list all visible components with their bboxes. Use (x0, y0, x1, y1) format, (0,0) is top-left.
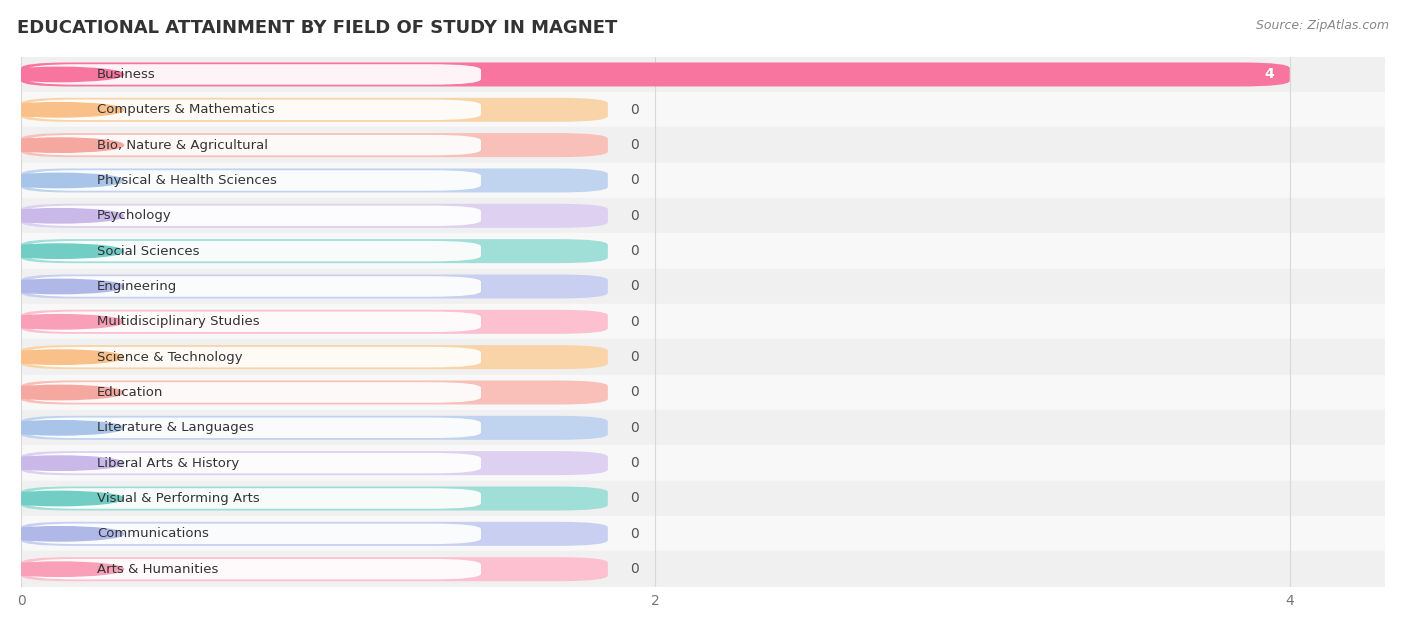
FancyBboxPatch shape (21, 168, 607, 192)
Bar (21, 516, 1385, 551)
Bar (21, 410, 1385, 445)
Text: 0: 0 (630, 174, 638, 187)
Text: 0: 0 (630, 315, 638, 329)
Text: 0: 0 (630, 456, 638, 470)
FancyBboxPatch shape (21, 204, 607, 228)
Circle shape (0, 244, 124, 258)
FancyBboxPatch shape (28, 100, 481, 120)
Text: Psychology: Psychology (97, 209, 172, 222)
FancyBboxPatch shape (21, 522, 607, 546)
FancyBboxPatch shape (21, 98, 607, 122)
Text: Bio, Nature & Agricultural: Bio, Nature & Agricultural (97, 139, 269, 151)
FancyBboxPatch shape (28, 135, 481, 155)
Text: Science & Technology: Science & Technology (97, 351, 243, 363)
Bar (21, 127, 1385, 163)
Text: EDUCATIONAL ATTAINMENT BY FIELD OF STUDY IN MAGNET: EDUCATIONAL ATTAINMENT BY FIELD OF STUDY… (17, 19, 617, 37)
FancyBboxPatch shape (28, 206, 481, 226)
FancyBboxPatch shape (21, 62, 1289, 86)
Circle shape (0, 527, 124, 541)
Text: 0: 0 (630, 244, 638, 258)
Circle shape (0, 350, 124, 364)
FancyBboxPatch shape (28, 418, 481, 438)
Text: Physical & Health Sciences: Physical & Health Sciences (97, 174, 277, 187)
Text: 0: 0 (630, 280, 638, 293)
Text: Computers & Mathematics: Computers & Mathematics (97, 103, 276, 116)
Text: 0: 0 (630, 421, 638, 435)
FancyBboxPatch shape (28, 312, 481, 332)
FancyBboxPatch shape (21, 274, 607, 298)
FancyBboxPatch shape (21, 239, 607, 263)
Circle shape (0, 68, 124, 81)
Text: 0: 0 (630, 527, 638, 541)
Text: Source: ZipAtlas.com: Source: ZipAtlas.com (1256, 19, 1389, 32)
Bar (21, 445, 1385, 481)
Text: Social Sciences: Social Sciences (97, 245, 200, 257)
Text: Multidisciplinary Studies: Multidisciplinary Studies (97, 316, 260, 328)
Circle shape (0, 421, 124, 435)
Circle shape (0, 492, 124, 505)
FancyBboxPatch shape (21, 416, 607, 440)
Circle shape (0, 315, 124, 329)
FancyBboxPatch shape (21, 380, 607, 404)
FancyBboxPatch shape (21, 345, 607, 369)
Text: Liberal Arts & History: Liberal Arts & History (97, 457, 239, 469)
Text: 0: 0 (630, 562, 638, 576)
Text: Arts & Humanities: Arts & Humanities (97, 563, 218, 575)
FancyBboxPatch shape (28, 488, 481, 509)
Bar (21, 269, 1385, 304)
Text: Visual & Performing Arts: Visual & Performing Arts (97, 492, 260, 505)
Text: Education: Education (97, 386, 163, 399)
Bar (21, 481, 1385, 516)
Bar (21, 304, 1385, 339)
Text: Literature & Languages: Literature & Languages (97, 422, 254, 434)
Bar (21, 198, 1385, 233)
Bar (21, 339, 1385, 375)
FancyBboxPatch shape (21, 133, 607, 157)
FancyBboxPatch shape (28, 382, 481, 403)
Bar (21, 57, 1385, 92)
FancyBboxPatch shape (28, 559, 481, 579)
FancyBboxPatch shape (28, 524, 481, 544)
FancyBboxPatch shape (28, 347, 481, 367)
Text: 0: 0 (630, 138, 638, 152)
Circle shape (0, 103, 124, 117)
Bar (21, 551, 1385, 587)
Bar (21, 163, 1385, 198)
Circle shape (0, 456, 124, 470)
Bar (21, 92, 1385, 127)
Text: 0: 0 (630, 492, 638, 505)
Bar (21, 233, 1385, 269)
Text: 4: 4 (1264, 68, 1274, 81)
Circle shape (0, 138, 124, 152)
FancyBboxPatch shape (21, 310, 607, 334)
FancyBboxPatch shape (28, 64, 481, 85)
FancyBboxPatch shape (21, 557, 607, 581)
Circle shape (0, 562, 124, 576)
Circle shape (0, 174, 124, 187)
Circle shape (0, 209, 124, 223)
Text: 0: 0 (630, 103, 638, 117)
Text: 0: 0 (630, 350, 638, 364)
FancyBboxPatch shape (21, 487, 607, 510)
Circle shape (0, 386, 124, 399)
Text: Business: Business (97, 68, 156, 81)
FancyBboxPatch shape (28, 453, 481, 473)
Bar (21, 375, 1385, 410)
FancyBboxPatch shape (21, 451, 607, 475)
Text: 0: 0 (630, 209, 638, 223)
Text: 0: 0 (630, 386, 638, 399)
FancyBboxPatch shape (28, 276, 481, 297)
FancyBboxPatch shape (28, 170, 481, 191)
Text: Engineering: Engineering (97, 280, 177, 293)
Circle shape (0, 280, 124, 293)
FancyBboxPatch shape (28, 241, 481, 261)
Text: Communications: Communications (97, 528, 209, 540)
